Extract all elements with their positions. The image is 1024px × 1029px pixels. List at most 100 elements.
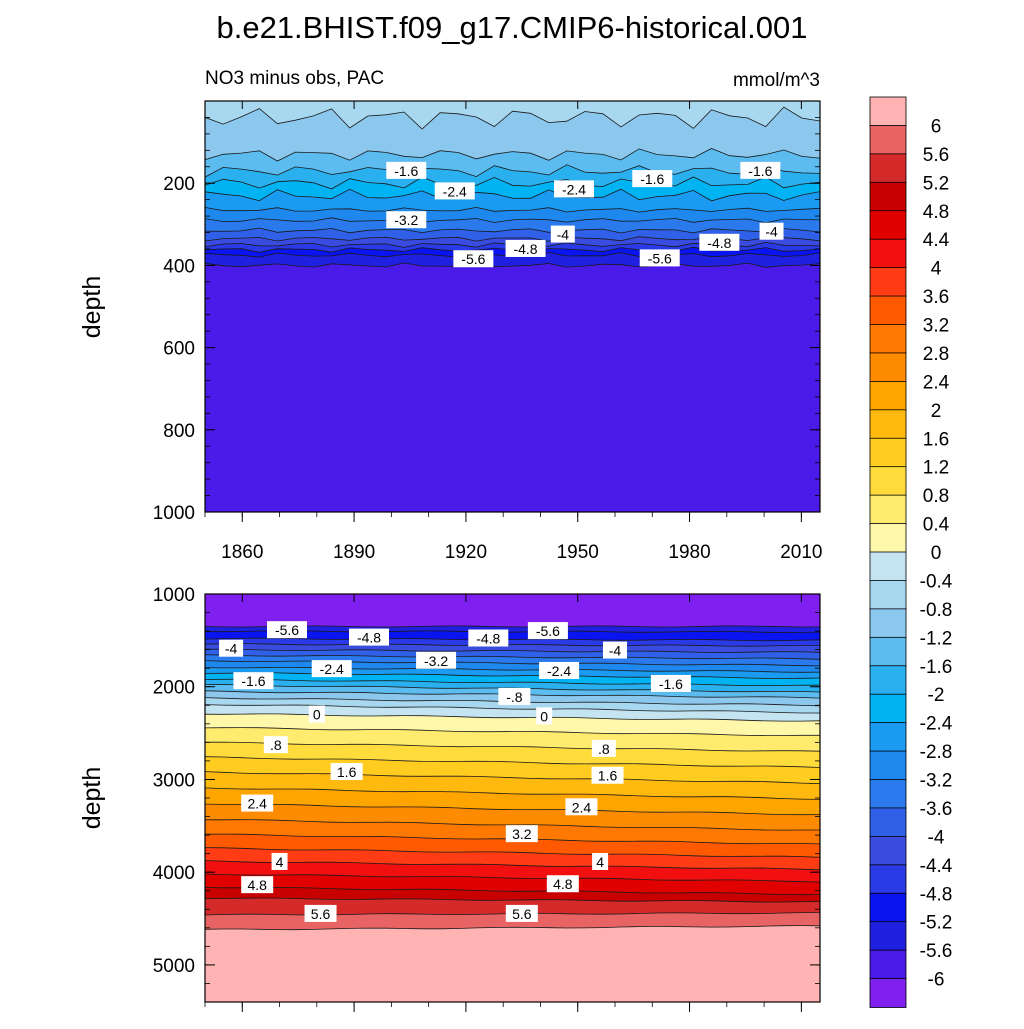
- top-contour-line: [205, 206, 820, 213]
- y-tick-label: 600: [163, 339, 195, 360]
- colorbar-swatch: [869, 864, 907, 895]
- top-contour-label: -3.2: [386, 211, 427, 229]
- contour-label-box: [386, 161, 427, 179]
- colorbar-swatch: [869, 352, 907, 383]
- contour-label-box: [308, 705, 325, 723]
- contour-label-text: -1.6: [659, 676, 683, 692]
- colorbar-swatch: [869, 921, 907, 952]
- panel-subtitle: NO3 minus obs, PAC: [205, 68, 384, 89]
- colorbar-tick-label: 4: [931, 259, 942, 280]
- colorbar-tick-label: -2.8: [920, 742, 953, 763]
- x-tick-label: 2010: [780, 542, 822, 563]
- contour-label-box: [591, 739, 616, 757]
- bottom-contour-label: 5.6: [304, 904, 337, 922]
- top-contour-label: -4: [550, 225, 575, 243]
- colorbar-tick-label: 1.2: [923, 458, 949, 479]
- bottom-contour-line: [205, 886, 820, 896]
- bottom-contour-line: [205, 648, 820, 653]
- bottom-ylabel: depth: [78, 767, 106, 830]
- colorbar-tick-label: 4.8: [923, 202, 949, 223]
- colorbar-swatch: [869, 267, 907, 297]
- y-tick-label: 5000: [153, 956, 195, 977]
- contour-label-text: -2.4: [547, 663, 571, 679]
- top-frame: [204, 100, 821, 513]
- colorbar-tick-label: 2.8: [923, 344, 949, 365]
- x-tick-label: 1890: [333, 542, 375, 563]
- contour-label-box: [330, 763, 363, 781]
- colorbar-tick-label: 0.8: [923, 486, 949, 507]
- contour-label-text: 4.8: [247, 877, 267, 893]
- contour-label-box: [536, 707, 553, 725]
- contour-label-text: -4.8: [476, 631, 500, 647]
- bottom-contour-label: 4.8: [241, 876, 274, 894]
- top-contour-label: -1.6: [740, 161, 781, 179]
- contour-label-box: [304, 904, 337, 922]
- colorbar-tick-label: -2: [928, 685, 945, 706]
- y-tick-label: 3000: [153, 770, 195, 791]
- colorbar-swatch: [869, 125, 907, 155]
- contour-label-text: -3.2: [394, 212, 418, 228]
- contour-label-text: 1.6: [598, 768, 618, 784]
- contour-label-text: -4.8: [357, 630, 381, 646]
- bottom-contour-label: -1.6: [233, 672, 274, 690]
- bottom-contour-label: -2.4: [539, 661, 580, 679]
- contour-label-text: -4.8: [707, 235, 731, 251]
- colorbar-swatch: [869, 96, 907, 127]
- contour-label-box: [498, 687, 531, 705]
- colorbar-tick-label: 0: [931, 543, 942, 564]
- contour-label-text: 3.2: [512, 826, 532, 842]
- bottom-contour-label: 0: [536, 707, 553, 725]
- contour-label-box: [505, 239, 546, 257]
- bottom-contour-label: -4.8: [468, 629, 509, 647]
- contour-label-box: [632, 170, 673, 188]
- contour-label-text: -3.2: [424, 653, 448, 669]
- contour-label-box: [505, 825, 538, 843]
- colorbar-tick-label: -4.4: [920, 856, 953, 877]
- colorbar-tick-label: -0.4: [920, 571, 953, 592]
- top-fill-group: [205, 101, 820, 512]
- contour-label-text: -4: [765, 224, 778, 240]
- contour-label-text: 5.6: [512, 906, 532, 922]
- bottom-contour-line: [205, 925, 820, 931]
- contour-label-box: [468, 629, 509, 647]
- bottom-contour-line: [205, 803, 820, 816]
- contour-label-box: [233, 672, 274, 690]
- contour-label-text: -5.6: [648, 250, 672, 266]
- colorbar-swatch: [869, 466, 907, 497]
- contour-label-box: [386, 211, 427, 229]
- top-band: [205, 262, 820, 512]
- top-contour-line: [205, 217, 820, 224]
- top-contour-label: -4.8: [699, 233, 740, 251]
- colorbar-tick-label: -5.6: [920, 941, 953, 962]
- contour-label-text: -2.4: [320, 661, 344, 677]
- y-tick-label: 1000: [153, 503, 195, 524]
- contour-label-text: -4: [609, 643, 622, 659]
- colorbar-swatch: [869, 580, 907, 610]
- contour-label-box: [219, 639, 244, 657]
- colorbar-swatch: [869, 551, 907, 582]
- top-contour-line: [205, 106, 820, 130]
- colorbar-swatch: [869, 750, 907, 781]
- bottom-contour-label: -4.8: [349, 628, 389, 646]
- colorbar: 6 5.6 5.2 4.8 4.4 4 3.6 3.2 2.8 2.4 2 1.6 1.2 0.8 0.4 0…: [869, 96, 953, 1008]
- bottom-contour-line: [205, 704, 820, 714]
- top-contour-label: -5.6: [639, 249, 680, 267]
- bottom-contour-label: -2.4: [311, 660, 352, 678]
- bottom-contour-label: 1.6: [330, 763, 363, 781]
- top-contour-label: -4: [759, 222, 784, 240]
- colorbar-swatch: [869, 722, 907, 752]
- top-contour-line: [205, 227, 820, 234]
- contour-label-box: [311, 660, 352, 678]
- bottom-contour-line: [205, 771, 820, 785]
- bottom-contour-label: 4.8: [546, 875, 579, 893]
- contour-label-text: 0: [540, 708, 548, 724]
- colorbar-swatch: [869, 892, 907, 923]
- colorbar-swatch: [869, 324, 907, 354]
- contour-label-box: [453, 250, 494, 268]
- top-contour-label: -2.4: [434, 182, 475, 200]
- units-label: mmol/m^3: [733, 70, 820, 91]
- bottom-contour-line: [205, 787, 820, 800]
- contour-label-box: [554, 180, 594, 198]
- bottom-contour-label: -1.6: [650, 674, 691, 692]
